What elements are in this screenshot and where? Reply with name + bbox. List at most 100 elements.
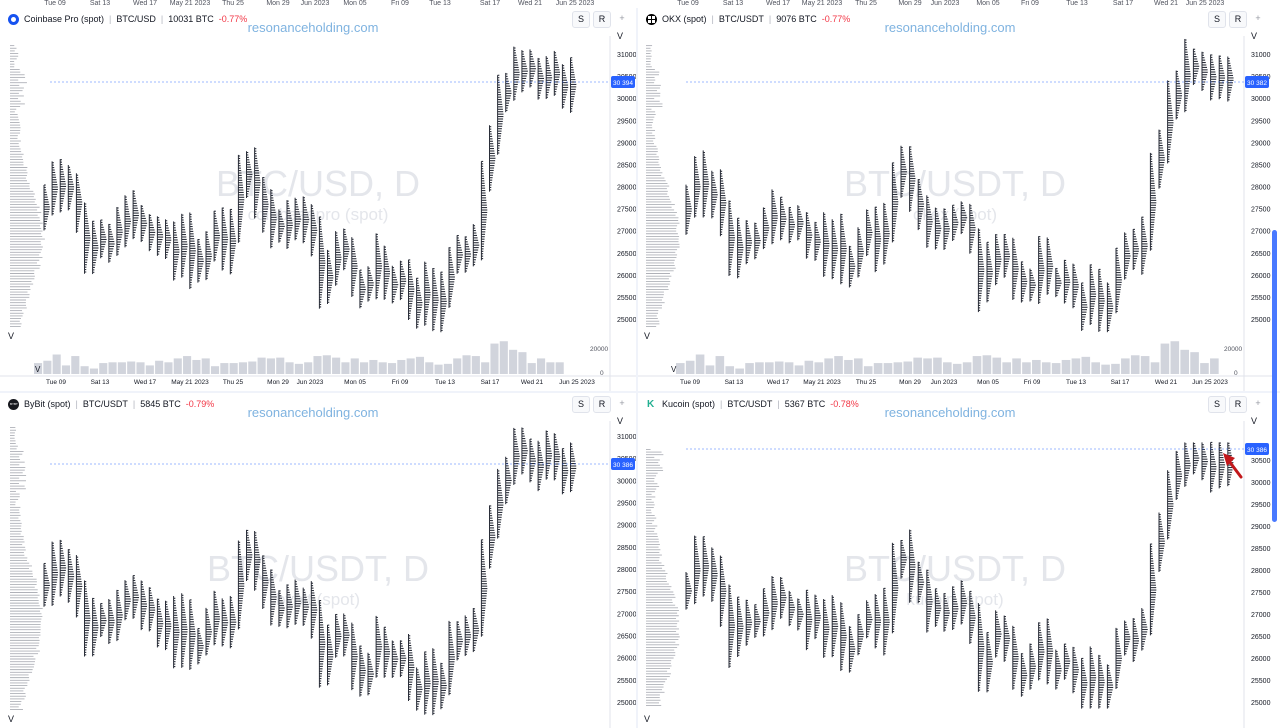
change-label: -0.77%	[218, 14, 248, 24]
volume-bar	[537, 358, 546, 374]
volume-bar	[229, 363, 238, 374]
volume-bar	[34, 363, 43, 374]
volume-bar	[834, 356, 843, 374]
time-axis-label: Tue 09	[46, 379, 66, 386]
price-tick-label: 31000	[617, 52, 636, 59]
volume-bar	[1160, 343, 1170, 374]
volume-bar	[387, 363, 397, 374]
top-axis-label: Fri 09	[391, 0, 409, 7]
volume-bar	[332, 357, 341, 374]
volume-bar	[1140, 356, 1150, 374]
time-axis-label: Wed 21	[521, 379, 544, 386]
volume-bar	[145, 365, 154, 374]
top-axis-label: Tue 09	[677, 0, 699, 7]
volume-bar	[546, 362, 555, 374]
price-tick-label: 25000	[1251, 317, 1271, 324]
volume-bar	[755, 362, 764, 374]
top-axis-label: Wed 21	[1154, 0, 1178, 7]
volume-bar	[685, 360, 695, 374]
volume-bar	[982, 355, 992, 374]
volume-bar	[873, 363, 883, 374]
price-tick-label: 27000	[1251, 229, 1271, 236]
volume-bar	[397, 359, 406, 374]
volume-bar	[725, 366, 735, 374]
volume-bar	[893, 362, 903, 374]
volume-bar	[555, 362, 564, 374]
volume-bar	[350, 358, 359, 374]
volume-bar	[360, 362, 369, 374]
volume-bar	[210, 366, 220, 374]
top-axis-label: Sat 13	[723, 0, 743, 7]
price-tick-label: 26000	[617, 273, 636, 280]
time-axis-label: Thu 25	[856, 379, 877, 386]
top-axis-label: Thu 25	[855, 0, 877, 7]
volume-bar	[173, 358, 182, 374]
time-axis-label: Sat 13	[91, 379, 110, 386]
last-price-tag	[611, 76, 635, 88]
volume-bar	[509, 349, 518, 374]
time-axis-label: Jun 2023	[297, 379, 324, 386]
volume-bar	[794, 365, 804, 374]
top-axis-label: Mon 05	[976, 0, 999, 7]
top-axis-label: Thu 25	[222, 0, 244, 7]
price-tick-label: 25000	[617, 317, 636, 324]
volume-bar	[1111, 363, 1120, 374]
watermark-site: resonanceholding.com	[885, 20, 1016, 35]
volume-bar	[89, 368, 98, 374]
volume-bar	[705, 365, 715, 374]
volume-bar	[127, 361, 136, 374]
volume-marker: V	[35, 365, 41, 374]
price-tick-label: 26000	[1251, 273, 1271, 280]
volume-bar	[341, 362, 350, 374]
volume-bar	[52, 354, 61, 374]
volume-bar	[257, 357, 266, 374]
volume-bar	[266, 358, 275, 374]
volume-bar	[923, 358, 932, 374]
volume-bar	[715, 356, 725, 374]
volume-bar	[43, 360, 52, 374]
volume-bar	[1032, 359, 1041, 374]
volume-bars	[34, 341, 564, 374]
volume-bar	[99, 363, 108, 374]
r-button[interactable]: R	[593, 11, 611, 28]
volume-tick-label: 20000	[590, 346, 608, 353]
candles	[43, 427, 577, 716]
s-button[interactable]: S	[1208, 11, 1226, 28]
volume-tick-label: 20000	[1224, 346, 1242, 353]
volume-bar	[765, 362, 774, 374]
volume-bar	[1190, 352, 1199, 374]
price-tick-label: 26500	[617, 634, 636, 641]
price-tick-label: 28000	[617, 567, 636, 574]
time-axis-label: Mon 29	[267, 379, 289, 386]
volume-bar	[1210, 358, 1219, 374]
volume-bar	[462, 355, 471, 374]
volume-bar	[1012, 358, 1021, 374]
price-tick-label: 29000	[1251, 140, 1271, 147]
watermark-exchange: coinbasepro (spot)	[248, 205, 389, 224]
r-button[interactable]: R	[1229, 11, 1247, 28]
time-axis-label: Tue 13	[1066, 379, 1086, 386]
time-axis-label: Sat 17	[481, 379, 500, 386]
time-axis-label: Tue 13	[435, 379, 455, 386]
watermark-symbol: BTC/USDT, D	[844, 163, 1066, 204]
add-button[interactable]: +	[619, 13, 625, 23]
candles	[685, 38, 1234, 333]
volume-bar	[481, 362, 490, 374]
volume-bar	[745, 363, 754, 374]
volume-bar	[952, 363, 962, 374]
volume-bar	[1071, 358, 1081, 374]
price-tick-label: 30000	[617, 478, 636, 485]
volume-bar	[913, 357, 922, 374]
top-axis-label: Tue 13	[1066, 0, 1088, 7]
volume-bar	[490, 343, 499, 374]
s-button[interactable]: S	[572, 11, 590, 28]
volume-bar	[201, 358, 210, 374]
time-axis-label: Mon 29	[899, 379, 921, 386]
add-button[interactable]: +	[1255, 13, 1261, 23]
